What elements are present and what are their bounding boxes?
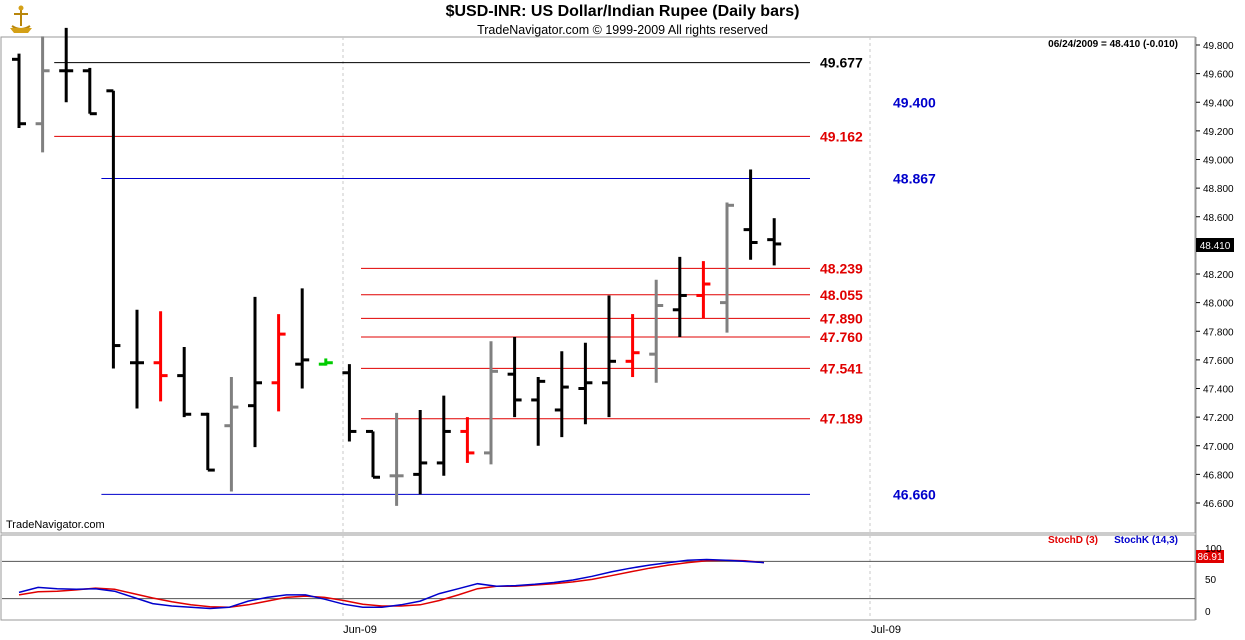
y-tick-label: 49.200: [1203, 127, 1234, 138]
stochastic-oscillator: [2, 558, 1195, 610]
level-label: 49.162: [820, 128, 863, 144]
price-axis: 49.800 49.600 49.400 49.200 49.000 48.800 48.6…: [1196, 41, 1234, 510]
ohlc-bar: [602, 295, 616, 418]
chart-title: $USD-INR: US Dollar/Indian Rupee (Daily …: [445, 3, 800, 20]
ohlc-bar: [248, 296, 262, 448]
ohlc-bar: [649, 279, 664, 383]
level-label: 48.239: [820, 260, 863, 276]
y-tick-label: 48.800: [1203, 184, 1234, 195]
y-tick-label: 47.600: [1203, 356, 1234, 367]
y-tick-label: 48.600: [1203, 213, 1234, 224]
last-price-label: 48.410: [1200, 241, 1231, 252]
stoch-d-line: [18, 559, 765, 609]
y-tick-label: 47.400: [1203, 385, 1234, 396]
y-tick-label: 47.800: [1203, 327, 1234, 338]
ohlc-bar: [271, 314, 286, 412]
ohlc-bar: [59, 27, 74, 103]
y-tick-label: 46.600: [1203, 499, 1234, 510]
y-tick-label: 49.400: [1203, 98, 1234, 109]
ohlc-bar: [460, 417, 475, 463]
legend-stoch-d: StochD (3): [1048, 535, 1098, 546]
ohlc-bar: [12, 53, 26, 129]
ohlc-bar: [436, 395, 451, 476]
osc-last-value-marker: 86.91: [1196, 550, 1224, 563]
ohlc-bars: [12, 27, 782, 506]
ohlc-bar: [531, 377, 546, 446]
osc-tick-50: 50: [1205, 575, 1217, 586]
osc-panel-frame: [0, 534, 1196, 621]
ohlc-bar: [318, 358, 333, 366]
ohlc-bar: [200, 412, 215, 472]
ohlc-bar: [35, 36, 50, 153]
ohlc-bar: [767, 218, 782, 266]
ohlc-bar: [130, 309, 144, 409]
ohlc-bar: [625, 314, 640, 378]
level-label: 48.867: [893, 171, 936, 187]
last-price-marker: 48.410: [1196, 238, 1234, 252]
ohlc-bar: [153, 311, 168, 402]
ohlc-bar: [177, 346, 192, 418]
ohlc-bar: [224, 377, 239, 492]
y-tick-label: 46.800: [1203, 470, 1234, 481]
support-resistance-levels: 49.677 49.162 48.867 48.239 48.055 47.890 47.7…: [54, 55, 936, 502]
y-tick-label: 49.000: [1203, 156, 1234, 167]
chart-subtitle: TradeNavigator.com © 1999-2009 All right…: [477, 23, 768, 37]
ohlc-bar: [342, 364, 357, 442]
ohlc-bar: [507, 336, 522, 418]
ohlc-bar: [389, 412, 404, 506]
ohlc-bar: [106, 89, 121, 369]
ohlc-bar: [295, 288, 310, 389]
ohlc-bar: [743, 169, 758, 260]
level-label: 46.660: [893, 486, 936, 502]
level-label: 47.890: [820, 310, 863, 326]
legend-stoch-k: StochK (14,3): [1114, 535, 1178, 546]
level-label: 47.760: [820, 329, 863, 345]
y-tick-label: 49.800: [1203, 41, 1234, 52]
x-tick-jun: Jun-09: [343, 624, 377, 636]
osc-last-value-label: 86.91: [1197, 552, 1222, 563]
ohlc-bar: [578, 342, 593, 425]
level-label: 47.541: [820, 360, 863, 376]
trade-navigator-logo-icon: [6, 4, 36, 34]
ohlc-bar: [82, 67, 97, 116]
osc-tick-100: 100: [1205, 544, 1222, 555]
ohlc-bar: [413, 409, 428, 495]
stoch-k-line: [18, 558, 765, 610]
price-status: 06/24/2009 = 48.410 (-0.010): [1048, 39, 1178, 50]
level-label: 47.189: [820, 411, 863, 427]
level-label: 49.677: [820, 55, 863, 71]
ohlc-bar: [696, 261, 711, 319]
ohlc-bar: [366, 429, 380, 479]
y-tick-label: 49.600: [1203, 70, 1234, 81]
level-label: 48.055: [820, 287, 863, 303]
osc-tick-0: 0: [1205, 607, 1211, 618]
y-tick-label: 48.200: [1203, 270, 1234, 281]
ohlc-bar: [720, 202, 734, 333]
watermark-text: TradeNavigator.com: [6, 519, 105, 531]
ohlc-bar: [484, 341, 498, 465]
y-tick-label: 47.000: [1203, 442, 1234, 453]
y-tick-label: 48.000: [1203, 299, 1234, 310]
y-tick-label: 47.200: [1203, 413, 1234, 424]
level-label: 49.400: [893, 94, 936, 110]
ohlc-bar: [672, 256, 687, 337]
price-panel-frame: [0, 36, 1196, 534]
x-tick-jul: Jul-09: [871, 624, 901, 636]
ohlc-bar: [554, 351, 569, 438]
